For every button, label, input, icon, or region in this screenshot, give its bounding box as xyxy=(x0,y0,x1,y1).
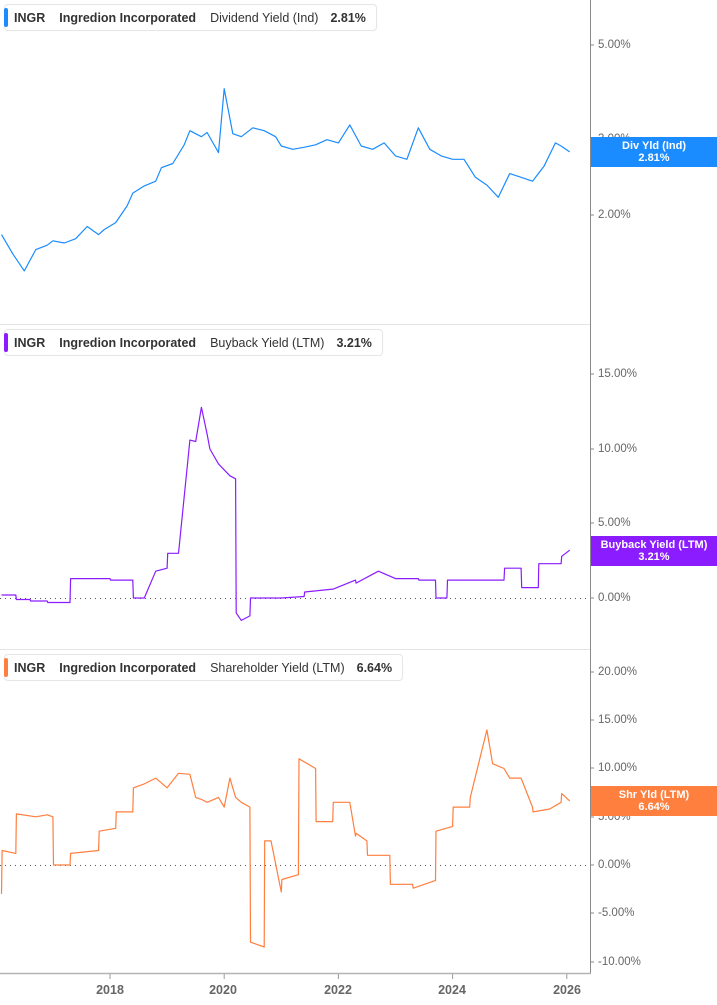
y-tick-label: 15.00% xyxy=(598,368,638,380)
series-color-marker xyxy=(4,658,8,677)
flag-value: 3.21% xyxy=(638,551,670,563)
x-tick-label: 2022 xyxy=(324,983,352,997)
dividend-yield-panel: INGR Ingredion Incorporated Dividend Yie… xyxy=(0,0,717,325)
flag-label: Buyback Yield (LTM) xyxy=(600,539,708,551)
metric-value: 3.21% xyxy=(336,335,372,350)
flag-label: Div Yld (Ind) xyxy=(622,140,686,152)
x-tick-label: 2026 xyxy=(553,983,581,997)
metric-name: Shareholder Yield (LTM) xyxy=(210,660,345,675)
metric-value: 2.81% xyxy=(330,10,366,25)
flag-label: Shr Yld (LTM) xyxy=(618,789,690,801)
y-tick-label: 0.00% xyxy=(598,592,631,604)
x-tick-label: 2024 xyxy=(438,983,466,997)
ticker: INGR xyxy=(14,335,46,350)
shareholder-yield-panel: INGR Ingredion Incorporated Shareholder … xyxy=(0,650,717,1005)
y-tick-label: 10.00% xyxy=(598,443,638,455)
shareholder-yield-legend: INGR Ingredion Incorporated Shareholder … xyxy=(4,654,404,681)
series-color-marker xyxy=(4,333,8,352)
shareholder-yield-plot xyxy=(0,650,594,979)
y-tick-label: 5.00% xyxy=(598,517,631,529)
y-tick-label: 20.00% xyxy=(598,666,638,678)
company-name: Ingredion Incorporated xyxy=(59,660,197,675)
x-tick-label: 2018 xyxy=(96,983,124,997)
company-name: Ingredion Incorporated xyxy=(59,335,197,350)
dividend-yield-legend: INGR Ingredion Incorporated Dividend Yie… xyxy=(4,4,377,31)
flag-value: 6.64% xyxy=(638,801,670,813)
metric-name: Dividend Yield (Ind) xyxy=(210,10,319,25)
flag-value: 2.81% xyxy=(638,152,670,164)
y-tick-label: 15.00% xyxy=(598,714,638,726)
ticker: INGR xyxy=(14,10,46,25)
ticker: INGR xyxy=(14,660,46,675)
last-value-flag: Shr Yld (LTM) 6.64% xyxy=(591,786,717,816)
y-tick-label: 5.00% xyxy=(598,39,631,51)
company-name: Ingredion Incorporated xyxy=(59,10,197,25)
y-tick-label: 2.00% xyxy=(598,209,631,221)
metric-name: Buyback Yield (LTM) xyxy=(210,335,325,350)
buyback-yield-legend: INGR Ingredion Incorporated Buyback Yiel… xyxy=(4,329,383,356)
y-tick-label: 10.00% xyxy=(598,762,638,774)
x-tick-label: 2020 xyxy=(209,983,237,997)
y-tick-label: -10.00% xyxy=(598,956,641,968)
y-tick-label: -5.00% xyxy=(598,907,635,919)
last-value-flag: Div Yld (Ind) 2.81% xyxy=(591,137,717,167)
buyback-yield-panel: INGR Ingredion Incorporated Buyback Yiel… xyxy=(0,325,717,650)
metric-value: 6.64% xyxy=(356,660,393,675)
buyback-yield-plot xyxy=(0,325,594,650)
last-value-flag: Buyback Yield (LTM) 3.21% xyxy=(591,536,717,566)
y-tick-label: 0.00% xyxy=(598,859,631,871)
series-color-marker xyxy=(4,8,8,27)
